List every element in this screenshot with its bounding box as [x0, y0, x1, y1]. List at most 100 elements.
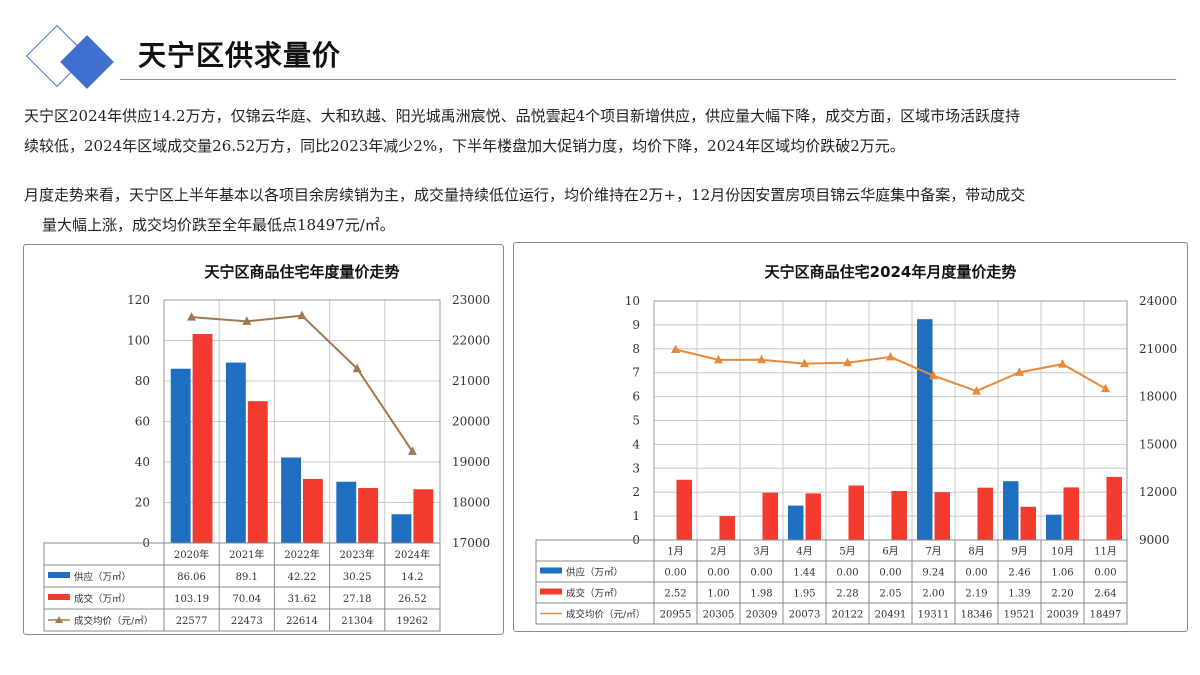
y-left-tick-label: 5 — [632, 414, 640, 428]
data-table-value: 2.00 — [922, 589, 944, 600]
y-right-tick-label: 12000 — [1139, 485, 1177, 499]
price-point — [800, 358, 809, 368]
data-table-value: 20491 — [875, 610, 907, 621]
x-tick-label: 8月 — [968, 546, 984, 558]
data-table-value: 2.19 — [965, 589, 987, 600]
price-point — [886, 351, 895, 361]
supply-bar — [281, 457, 301, 543]
data-table-value: 86.06 — [177, 572, 206, 583]
price-line — [191, 314, 414, 452]
price-point — [407, 446, 417, 455]
y-left-tick-label: 120 — [127, 293, 150, 307]
data-table-value: 20039 — [1047, 610, 1079, 621]
summary-paragraph-1: 天宁区2024年供应14.2万方，仅锦云华庭、大和玖越、阳光城禹洲宸悦、品悦雲起… — [24, 101, 1184, 161]
data-table-value: 20122 — [832, 610, 864, 621]
y-right-tick-label: 18000 — [452, 496, 490, 510]
x-tick-label: 2020年 — [174, 548, 209, 561]
data-table-value: 31.62 — [288, 594, 317, 605]
y-left-tick-label: 4 — [632, 437, 640, 451]
price-point — [1015, 367, 1024, 376]
y-left-tick-label: 8 — [632, 342, 640, 356]
y-right-tick-label: 9000 — [1139, 533, 1170, 547]
data-table-value: 18346 — [961, 610, 993, 621]
y-left-tick-label: 20 — [135, 496, 150, 510]
data-table-value: 89.1 — [236, 572, 258, 583]
data-table-value: 2.05 — [879, 589, 901, 600]
data-table-value: 18497 — [1090, 610, 1122, 621]
price-point — [352, 363, 362, 373]
deal-bar — [719, 516, 735, 540]
legend-label: 供应（万㎡） — [74, 571, 131, 583]
x-tick-label: 1月 — [667, 546, 683, 558]
deal-bar — [805, 493, 821, 540]
x-tick-label: 2022年 — [284, 548, 319, 561]
paragraph-line: 天宁区2024年供应14.2万方，仅锦云华庭、大和玖越、阳光城禹洲宸悦、品悦雲起… — [24, 107, 1021, 125]
y-right-tick-label: 15000 — [1139, 437, 1177, 451]
data-table-value: 19262 — [396, 616, 428, 627]
y-left-tick-label: 10 — [625, 294, 640, 308]
legend-label: 供应（万㎡） — [566, 567, 623, 579]
supply-bar — [788, 505, 804, 540]
page-title: 天宁区供求量价 — [138, 39, 342, 72]
title-divider — [120, 79, 1176, 80]
price-point — [671, 344, 680, 354]
y-right-tick-label: 21000 — [1139, 342, 1177, 356]
data-table-value: 1.39 — [1008, 589, 1030, 600]
y-right-tick-label: 17000 — [452, 536, 490, 550]
data-table-value: 22614 — [286, 616, 318, 627]
data-table-value: 0.00 — [879, 568, 901, 579]
legend-label: 成交均价（元/㎡） — [566, 609, 645, 621]
summary-paragraph-2: 月度走势来看，天宁区上半年基本以各项目余房续销为主，成交量持续低位运行，均价维持… — [24, 180, 1184, 240]
supply-bar — [336, 481, 357, 543]
legend-marker — [55, 616, 63, 623]
deal-bar — [303, 478, 323, 543]
data-table-value: 20309 — [746, 610, 778, 621]
data-table-value: 2.28 — [836, 589, 858, 600]
price-point — [929, 370, 938, 380]
y-left-tick-label: 7 — [632, 366, 640, 380]
y-left-tick-label: 9 — [632, 318, 640, 332]
supply-bar — [391, 514, 412, 543]
data-table-value: 1.06 — [1051, 568, 1073, 579]
price-point — [297, 310, 307, 320]
deal-bar — [891, 491, 907, 540]
data-table-value: 1.00 — [707, 589, 729, 600]
x-tick-label: 10月 — [1051, 546, 1074, 558]
deal-bar — [676, 479, 692, 540]
x-tick-label: 4月 — [796, 546, 812, 558]
supply-bar — [1003, 481, 1019, 540]
x-tick-label: 9月 — [1011, 546, 1027, 558]
y-left-tick-label: 1 — [632, 509, 640, 523]
data-table-value: 19311 — [918, 610, 950, 621]
data-table-value: 1.44 — [793, 568, 815, 579]
data-table-value: 2.46 — [1008, 568, 1030, 579]
legend-swatch — [540, 588, 562, 595]
x-tick-label: 6月 — [882, 546, 898, 558]
price-point — [242, 316, 252, 325]
price-point — [757, 354, 766, 364]
legend-label: 成交（万㎡） — [566, 588, 623, 600]
y-left-tick-label: 2 — [632, 485, 640, 499]
data-table-value: 14.2 — [401, 572, 423, 583]
data-table-value: 0.00 — [1094, 568, 1116, 579]
deal-bar — [1063, 487, 1079, 540]
y-left-tick-label: 6 — [632, 390, 640, 404]
data-table-value: 27.18 — [343, 594, 372, 605]
monthly-chart-panel: 天宁区商品住宅2024年月度量价走势 0 1 2 3 4 5 6 7 8 9 10 9000 12000 1… — [513, 242, 1188, 632]
chart-title: 天宁区商品住宅2024年月度量价走势 — [765, 263, 1017, 281]
data-table-value: 103.19 — [174, 594, 209, 605]
y-left-tick-label: 60 — [135, 415, 150, 429]
y-right-tick-label: 18000 — [1139, 390, 1177, 404]
data-table-value: 2.20 — [1051, 589, 1073, 600]
price-point — [1058, 359, 1067, 368]
data-table-value: 20305 — [703, 610, 735, 621]
price-point — [714, 354, 723, 364]
y-left-tick-label: 80 — [135, 374, 150, 388]
deal-bar — [977, 487, 993, 540]
x-tick-label: 3月 — [753, 546, 769, 558]
data-table-value: 20955 — [660, 610, 692, 621]
x-tick-label: 2月 — [710, 546, 726, 558]
data-table-value: 0.00 — [707, 568, 729, 579]
price-point — [972, 386, 981, 395]
data-table-value: 20073 — [789, 610, 821, 621]
